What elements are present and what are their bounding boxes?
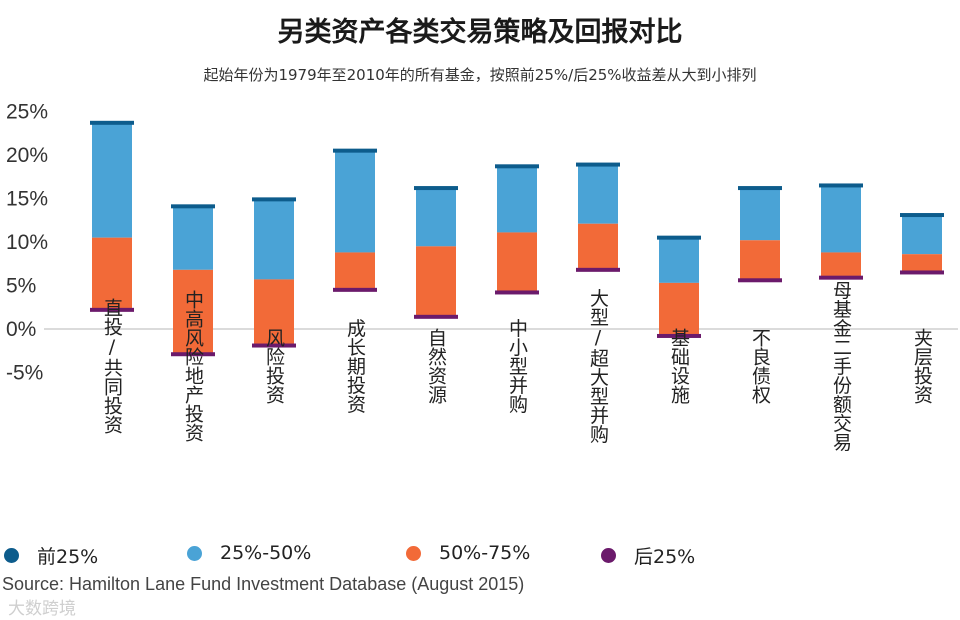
marker-bottom25: [90, 307, 134, 312]
marker-bottom25: [900, 270, 944, 275]
y-tick-label: 5%: [6, 275, 36, 298]
marker-bottom25: [738, 278, 782, 283]
y-tick-label: 25%: [6, 101, 48, 124]
marker-bottom25: [819, 275, 863, 280]
bar-segment-25-50: [902, 215, 942, 255]
legend-label-top25: 前25%: [37, 546, 99, 568]
y-tick-label: 20%: [6, 144, 48, 167]
bar-segment-50-75: [578, 223, 618, 270]
bar-segment-25-50: [416, 188, 456, 247]
bar-segment-25-50: [740, 188, 780, 241]
bar-segment-25-50: [578, 164, 618, 224]
chart-legend: 前25% 25%-50% 50%-75% 后25%: [0, 542, 960, 568]
chart-subtitle: 起始年份为1979年至2010年的所有基金，按照前25%/后25%收益差从大到小…: [203, 66, 757, 84]
bar-segment-50-75: [902, 254, 942, 273]
source-note: Source: Hamilton Lane Fund Investment Da…: [2, 574, 525, 594]
legend-swatch-bottom25: [601, 548, 616, 563]
marker-bottom25: [576, 267, 620, 272]
bar-segment-25-50: [659, 237, 699, 283]
marker-top25: [738, 186, 782, 191]
category-label: 夹层投资: [911, 328, 933, 404]
bar-segment-25-50: [497, 166, 537, 233]
legend-item-25-50: 25%-50%: [187, 542, 311, 564]
legend-swatch-top25: [4, 548, 19, 563]
marker-top25: [657, 235, 701, 240]
y-tick-label: -5%: [6, 362, 43, 385]
category-label: 基础设施: [668, 328, 690, 404]
legend-label-25-50: 25%-50%: [220, 542, 312, 564]
legend-label-bottom25: 后25%: [634, 546, 696, 568]
marker-bottom25: [495, 290, 539, 295]
bar-segment-50-75: [821, 252, 861, 278]
y-tick-label: 0%: [6, 318, 36, 341]
category-label: 母基金二手份额交易: [830, 281, 852, 453]
legend-item-bottom25: 后25%: [601, 542, 695, 569]
category-label: 不良债权: [749, 328, 771, 404]
y-tick-label: 10%: [6, 231, 48, 254]
category-label: 自然资源: [425, 328, 447, 405]
marker-top25: [819, 183, 863, 188]
bar-segment-25-50: [254, 199, 294, 280]
bar-segment-50-75: [497, 232, 537, 293]
marker-top25: [171, 204, 215, 209]
category-label: 风险投资: [263, 328, 285, 404]
y-tick-label: 15%: [6, 188, 48, 211]
watermark-logo: 大数跨境: [8, 599, 76, 619]
bar-segment-25-50: [173, 206, 213, 270]
bar-segment-25-50: [821, 185, 861, 253]
legend-label-50-75: 50%-75%: [439, 542, 531, 564]
category-label: 大型/超大型并购: [587, 288, 609, 443]
category-label: 成长期投资: [344, 318, 366, 413]
marker-top25: [90, 120, 134, 125]
marker-bottom25: [171, 352, 215, 357]
category-label: 中高风险地产投资: [182, 290, 204, 442]
bar-segment-50-75: [173, 269, 213, 355]
marker-bottom25: [333, 287, 377, 292]
category-label: 直投/共同投资: [101, 298, 123, 434]
marker-bottom25: [252, 343, 296, 348]
chart-title: 另类资产各类交易策略及回报对比: [277, 17, 683, 48]
marker-top25: [576, 162, 620, 167]
category-label: 中小型并购: [506, 318, 528, 413]
legend-swatch-25-50: [187, 545, 202, 561]
bar-segment-50-75: [416, 246, 456, 317]
bar-segment-25-50: [92, 122, 132, 238]
bar-segment-25-50: [335, 150, 375, 253]
marker-bottom25: [414, 314, 458, 319]
bar-segment-50-75: [740, 240, 780, 281]
legend-swatch-50-75: [406, 545, 421, 561]
marker-top25: [900, 213, 944, 218]
bar-segment-50-75: [254, 279, 294, 346]
marker-top25: [252, 197, 296, 202]
bar-segment-50-75: [92, 237, 132, 310]
marker-top25: [414, 186, 458, 191]
legend-item-top25: 前25%: [4, 542, 98, 569]
bar-segment-50-75: [335, 252, 375, 290]
marker-top25: [495, 164, 539, 169]
legend-item-50-75: 50%-75%: [406, 542, 530, 564]
marker-top25: [333, 148, 377, 153]
marker-bottom25: [657, 333, 701, 338]
bar-segment-50-75: [659, 282, 699, 336]
